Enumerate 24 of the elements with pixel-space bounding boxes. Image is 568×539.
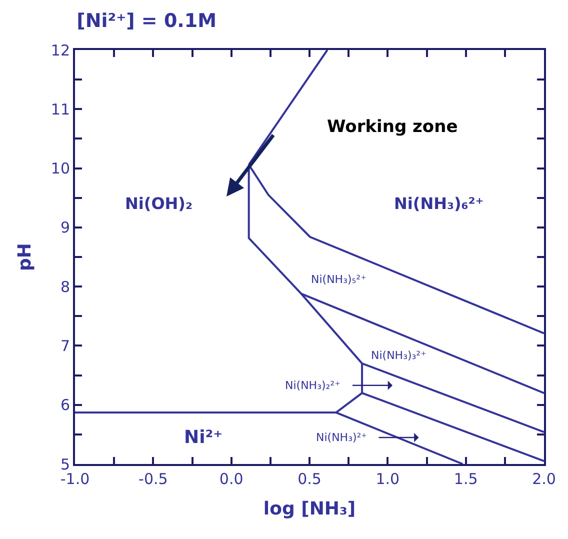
x-tick-label: 1.0 xyxy=(376,470,400,488)
annotation: Ni(OH)₂ xyxy=(125,194,192,213)
y-tick-label: 6 xyxy=(60,396,70,414)
y-tick-label: 11 xyxy=(50,100,70,118)
x-axis-title: log [NH₃] xyxy=(263,498,356,520)
x-tick-label: 0.0 xyxy=(219,470,244,488)
annotation: Ni(NH₃)₃²⁺ xyxy=(371,349,427,362)
y-tick-label: 12 xyxy=(50,41,70,60)
y-tick-label: 10 xyxy=(50,160,70,178)
x-tick-label: -0.5 xyxy=(138,470,168,488)
x-tick-label: 1.5 xyxy=(454,470,478,488)
annotation: Ni²⁺ xyxy=(184,427,223,448)
y-tick-label: 9 xyxy=(60,218,70,237)
chart-title: [Ni²⁺] = 0.1M xyxy=(76,10,217,32)
y-tick-label: 8 xyxy=(60,278,70,296)
annotation: Working zone xyxy=(327,117,458,137)
y-tick-label: 7 xyxy=(60,336,70,355)
annotation: Ni(NH₃)₆²⁺ xyxy=(394,194,484,213)
annotation: Ni(NH₃)₅²⁺ xyxy=(311,273,367,286)
annotation: Ni(NH₃)₂²⁺ xyxy=(285,379,341,392)
annotation: Ni(NH₃)²⁺ xyxy=(316,431,368,444)
x-tick-label: 2.0 xyxy=(532,470,556,488)
x-tick-label: 0.5 xyxy=(298,470,322,488)
y-axis-title: pH xyxy=(14,243,36,271)
